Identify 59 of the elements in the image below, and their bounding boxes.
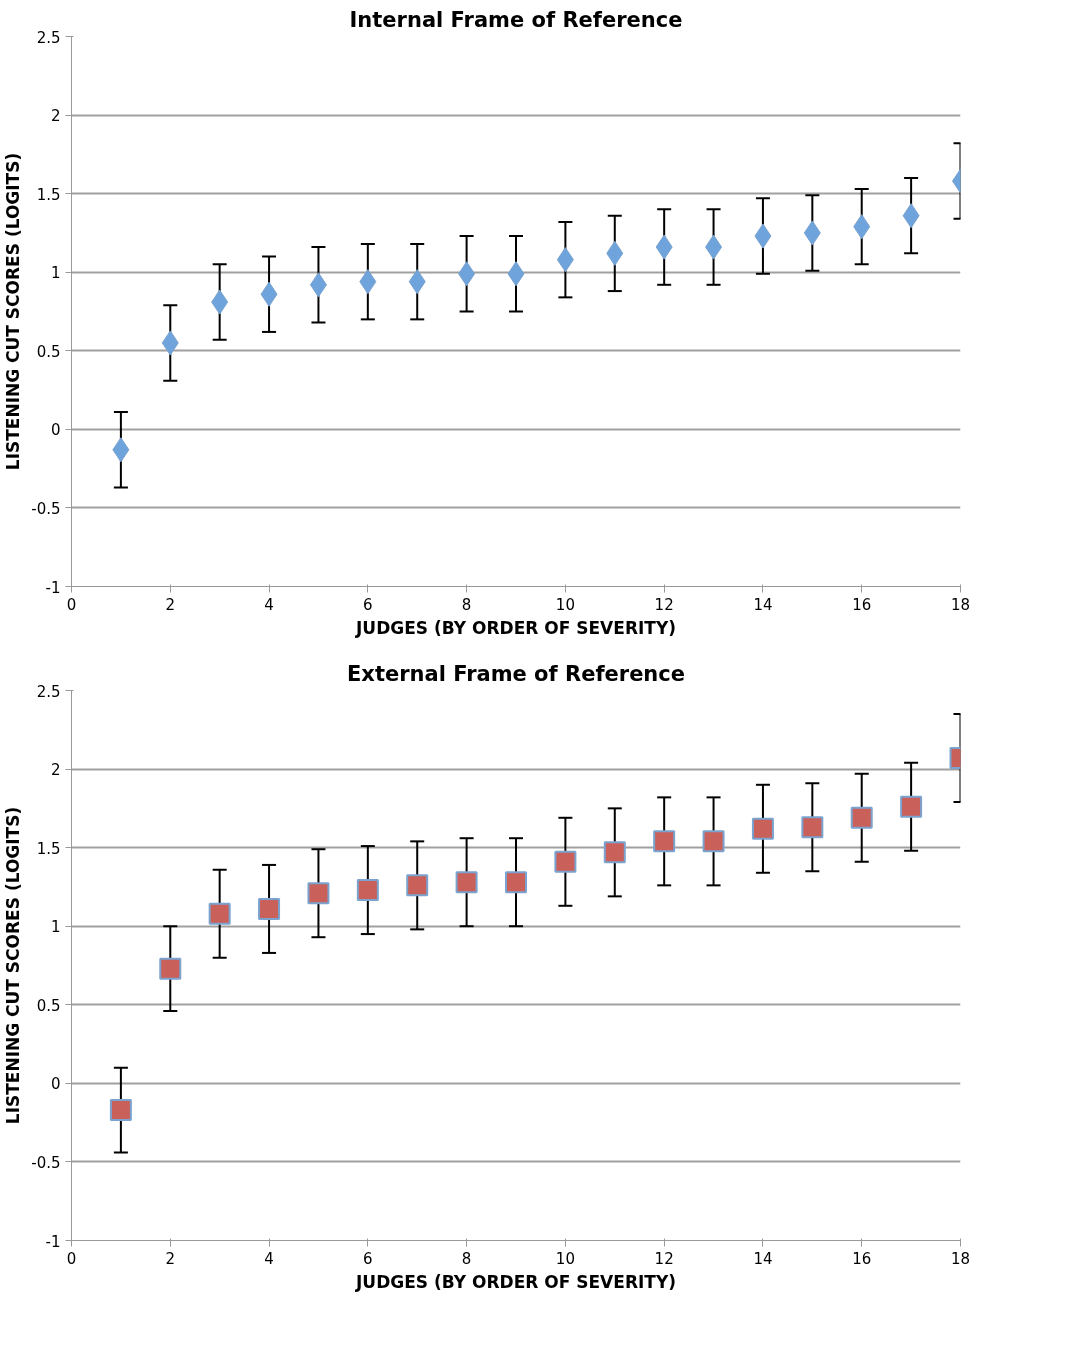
point bbox=[159, 957, 182, 980]
chart-title: External Frame of Reference bbox=[346, 661, 686, 686]
point bbox=[653, 830, 676, 853]
x-tick-label: 18 bbox=[950, 595, 971, 614]
y-tick-label: 0 bbox=[50, 1075, 61, 1094]
y-tick-label: 1 bbox=[50, 264, 61, 283]
chart-title: Internal Frame of Reference bbox=[349, 7, 683, 32]
y-tick-label: 2.5 bbox=[36, 682, 61, 701]
y-tick-label: 0.5 bbox=[36, 996, 61, 1015]
x-tick-label: 16 bbox=[852, 595, 872, 614]
point bbox=[406, 874, 429, 897]
x-tick-label: 12 bbox=[654, 1249, 674, 1268]
y-tick-label: -0.5 bbox=[31, 1153, 61, 1172]
point bbox=[554, 850, 577, 873]
point bbox=[603, 841, 626, 864]
y-tick-label: 2 bbox=[50, 107, 61, 126]
x-tick-label: 4 bbox=[264, 595, 274, 614]
x-tick-label: 10 bbox=[555, 595, 575, 614]
y-tick-label: 2.5 bbox=[36, 28, 61, 47]
x-tick-label: 16 bbox=[852, 1249, 872, 1268]
x-tick-label: 2 bbox=[165, 1249, 176, 1268]
y-tick-label: 1 bbox=[50, 918, 61, 937]
point bbox=[455, 871, 478, 894]
x-axis-title: JUDGES (BY ORDER OF SEVERITY) bbox=[355, 617, 676, 638]
y-tick-label: 0.5 bbox=[36, 342, 61, 361]
point bbox=[900, 795, 923, 818]
x-tick-label: 0 bbox=[66, 1249, 77, 1268]
point bbox=[850, 806, 873, 829]
point bbox=[109, 1099, 132, 1122]
point bbox=[505, 871, 527, 894]
x-tick-label: 2 bbox=[165, 595, 176, 614]
x-tick-label: 12 bbox=[654, 595, 674, 614]
x-axis-title: JUDGES (BY ORDER OF SEVERITY) bbox=[355, 1271, 676, 1292]
y-axis-title: LISTENING CUT SCORES (LOGITS) bbox=[3, 152, 24, 471]
x-tick-label: 6 bbox=[363, 1249, 373, 1268]
point bbox=[702, 830, 725, 853]
x-tick-label: 0 bbox=[66, 595, 77, 614]
y-tick-label: 2 bbox=[50, 761, 61, 780]
x-tick-label: 4 bbox=[264, 1249, 274, 1268]
x-tick-label: 8 bbox=[461, 595, 472, 614]
y-tick-label: 1.5 bbox=[36, 839, 61, 858]
x-tick-label: 14 bbox=[753, 595, 773, 614]
y-tick-label: 0 bbox=[50, 421, 61, 440]
point bbox=[307, 882, 330, 905]
x-tick-label: 14 bbox=[753, 1249, 773, 1268]
point bbox=[356, 879, 379, 902]
point bbox=[751, 817, 774, 840]
y-tick-label: -0.5 bbox=[31, 499, 61, 518]
y-tick-label: -1 bbox=[45, 1232, 61, 1251]
x-tick-label: 8 bbox=[461, 1249, 472, 1268]
y-tick-label: -1 bbox=[45, 578, 61, 597]
x-tick-label: 10 bbox=[555, 1249, 575, 1268]
y-axis-title: LISTENING CUT SCORES (LOGITS) bbox=[3, 806, 24, 1125]
point bbox=[258, 897, 281, 920]
y-tick-label: 1.5 bbox=[36, 185, 61, 204]
point bbox=[801, 816, 824, 839]
x-tick-label: 18 bbox=[950, 1249, 971, 1268]
point bbox=[208, 902, 231, 925]
x-tick-label: 6 bbox=[363, 595, 373, 614]
